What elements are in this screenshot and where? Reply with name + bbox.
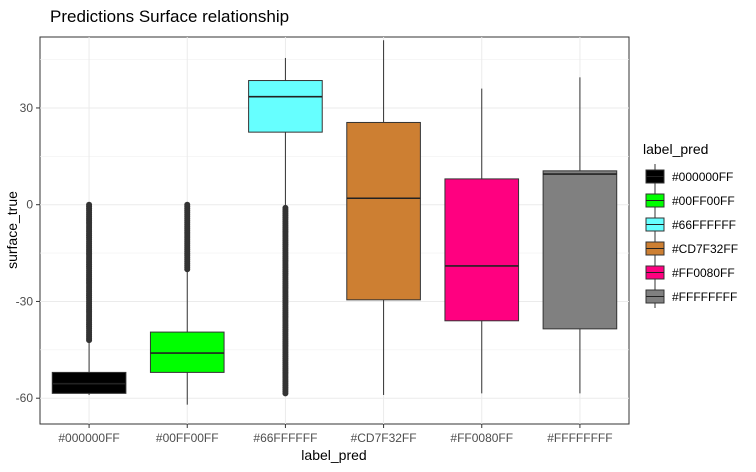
outlier-point: [282, 204, 289, 211]
y-tick-label: 30: [20, 101, 34, 115]
box-#66FFFFFF: [248, 57, 323, 397]
y-tick-label: 0: [26, 198, 33, 212]
legend: #000000FF #00FF00FF #66FFFFFF #CD7F32FF #FF0…: [645, 164, 738, 308]
legend-item-#FFFFFFFF: #FFFFFFFF: [645, 284, 737, 308]
box-body: [542, 170, 618, 330]
x-tick-label: #00FF00FF: [156, 431, 219, 445]
y-tick-label: -30: [16, 294, 34, 308]
box-#FF0080FF: [444, 88, 520, 394]
box-body: [149, 331, 225, 373]
legend-label: #FFFFFFFF: [672, 290, 737, 304]
legend-item-#66FFFFFF: #66FFFFFF: [645, 212, 736, 236]
legend-title: label_pred: [643, 141, 708, 157]
box-#00FF00FF: [149, 201, 225, 405]
x-tick-label: #CD7F32FF: [351, 431, 417, 445]
box-#CD7F32FF: [346, 40, 421, 395]
legend-label: #000000FF: [672, 170, 733, 184]
legend-label: #00FF00FF: [672, 194, 735, 208]
legend-item-#00FF00FF: #00FF00FF: [645, 188, 735, 212]
legend-label: #66FFFFFF: [672, 218, 736, 232]
box-group: [51, 40, 618, 405]
legend-label: #CD7F32FF: [672, 242, 738, 256]
x-axis-title: label_pred: [301, 447, 366, 463]
outlier-point: [184, 201, 191, 208]
x-tick-label: #FF0080FF: [450, 431, 513, 445]
x-axis-ticks: #000000FF #00FF00FF #66FFFFFF #CD7F32FF #FF0…: [58, 424, 613, 445]
plot-panel: [39, 36, 630, 425]
box-#000000FF: [51, 201, 127, 395]
box-body: [51, 371, 127, 394]
legend-item-#CD7F32FF: #CD7F32FF: [645, 236, 738, 260]
box-body: [444, 178, 520, 322]
box-#FFFFFFFF: [542, 77, 618, 394]
y-tick-label: -60: [16, 391, 34, 405]
box-body: [248, 80, 323, 133]
legend-item-#FF0080FF: #FF0080FF: [645, 260, 735, 284]
box-body: [346, 121, 421, 301]
legend-label: #FF0080FF: [672, 266, 735, 280]
x-tick-label: #000000FF: [58, 431, 119, 445]
outlier-point: [86, 201, 93, 208]
y-axis-ticks: -60 -30 0 30: [16, 101, 40, 405]
chart-title: Predictions Surface relationship: [50, 7, 289, 26]
y-axis-title: surface_true: [4, 191, 20, 269]
x-tick-label: #FFFFFFFF: [547, 431, 612, 445]
x-tick-label: #66FFFFFF: [253, 431, 317, 445]
legend-item-#000000FF: #000000FF: [645, 164, 733, 188]
